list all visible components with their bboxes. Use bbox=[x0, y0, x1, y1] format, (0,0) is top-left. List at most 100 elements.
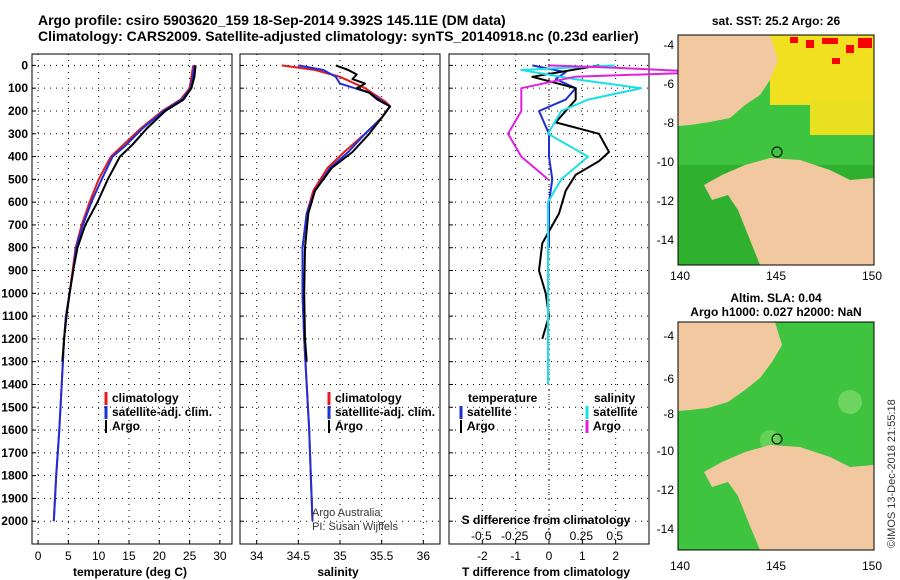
sla-map-land-south bbox=[704, 445, 874, 550]
series-line-salinity-argo bbox=[507, 64, 709, 181]
x-tick-label: 2 bbox=[612, 549, 619, 563]
x-tick-label: 5 bbox=[65, 549, 72, 563]
title-line-1: Argo profile: csiro 5903620_159 18-Sep-2… bbox=[38, 12, 506, 28]
depth-tick-label: 300 bbox=[8, 127, 28, 141]
temperature-legend: climatology satellite-adj. clim. Argo bbox=[104, 391, 212, 433]
sst-map-y-tick: -14 bbox=[657, 233, 675, 247]
title-line-2: Climatology: CARS2009. Satellite-adjuste… bbox=[38, 28, 639, 44]
salinity-x-label: salinity bbox=[317, 565, 359, 579]
s-diff-tick-label: 0.5 bbox=[606, 529, 623, 543]
series-lines bbox=[52, 64, 709, 522]
sst-map-y-tick: -10 bbox=[657, 155, 675, 169]
legend-label-sal-argo: Argo bbox=[593, 419, 621, 433]
legend-label-climatology: climatology bbox=[335, 391, 402, 405]
sla-map-title-1: Altim. SLA: 0.04 bbox=[730, 291, 822, 305]
x-tick-label: 35 bbox=[333, 549, 347, 563]
sst-map-land-south bbox=[704, 158, 874, 265]
sla-map-y-tick: -14 bbox=[657, 522, 675, 536]
series-line-argo bbox=[303, 64, 391, 362]
depth-tick-label: 200 bbox=[8, 104, 28, 118]
depth-tick-label: 1700 bbox=[1, 446, 28, 460]
depth-tick-label: 1900 bbox=[1, 491, 28, 505]
salinity-legend: climatology satellite-adj. clim. Argo bbox=[327, 391, 435, 433]
series-line-argo bbox=[61, 65, 197, 362]
sla-map-x-tick: 145 bbox=[766, 559, 786, 573]
legend-label-climatology: climatology bbox=[112, 391, 179, 405]
sst-map bbox=[677, 34, 875, 266]
x-tick-label: -1 bbox=[510, 549, 521, 563]
x-tick-label: 35.5 bbox=[370, 549, 394, 563]
legend-heading-temperature: temperature bbox=[468, 391, 538, 405]
temperature-x-label: temperature (deg C) bbox=[73, 565, 187, 579]
s-diff-tick-label: -0.25 bbox=[501, 529, 529, 543]
depth-tick-label: 700 bbox=[8, 218, 28, 232]
sla-map-title-2: Argo h1000: 0.027 h2000: NaN bbox=[690, 305, 861, 319]
series-line-climatology bbox=[281, 64, 391, 522]
sst-map-y-tick: -4 bbox=[663, 38, 674, 52]
sla-map-y-tick: -8 bbox=[663, 407, 674, 421]
legend-label-sal-satellite: satellite bbox=[593, 405, 638, 419]
legend-label-argo: Argo bbox=[112, 419, 140, 433]
x-tick-label: 0 bbox=[546, 549, 553, 563]
sla-map-y-tick: -6 bbox=[663, 372, 674, 386]
legend-label-argo: Argo bbox=[335, 419, 363, 433]
sst-map-land-north bbox=[678, 35, 778, 126]
depth-tick-label: 1800 bbox=[1, 469, 28, 483]
sla-map-land-north bbox=[678, 322, 782, 411]
sst-map-y-tick: -6 bbox=[663, 77, 674, 91]
sst-map-warm-area bbox=[770, 35, 874, 105]
sla-map-y-tick: -10 bbox=[657, 444, 675, 458]
x-tick-label: 15 bbox=[122, 549, 136, 563]
depth-tick-label: 0 bbox=[21, 58, 28, 72]
legend-label-satellite: satellite-adj. clim. bbox=[112, 405, 212, 419]
sst-hot-cell bbox=[806, 40, 814, 48]
depth-tick-label: 100 bbox=[8, 81, 28, 95]
series-line-salinity-satellite bbox=[520, 64, 643, 385]
sla-map bbox=[677, 321, 875, 551]
temperature-plot-frame bbox=[31, 53, 233, 545]
grid-lines bbox=[32, 54, 649, 544]
x-tick-label: -2 bbox=[477, 549, 488, 563]
depth-tick-label: 1600 bbox=[1, 423, 28, 437]
depth-tick-label: 500 bbox=[8, 172, 28, 186]
credit-text: ©IMOS 13-Dec-2018 21:55:18 bbox=[886, 399, 898, 548]
depth-tick-label: 1300 bbox=[1, 355, 28, 369]
sst-map-x-tick: 145 bbox=[766, 269, 786, 283]
series-line-satellite-adj-clim- bbox=[298, 64, 391, 522]
x-tick-label: 25 bbox=[183, 549, 197, 563]
attribution-line-2: PI: Susan Wijffels bbox=[312, 521, 398, 533]
legend-label-satellite: satellite-adj. clim. bbox=[335, 405, 435, 419]
sla-map-high-spot bbox=[760, 430, 780, 450]
sla-map-frame bbox=[677, 321, 875, 551]
depth-tick-label: 1100 bbox=[2, 309, 28, 323]
x-tick-label: 34 bbox=[250, 549, 264, 563]
sst-map-y-tick: -12 bbox=[657, 194, 675, 208]
sst-hot-cell bbox=[790, 37, 798, 43]
legend-label-temp-satellite: satellite bbox=[467, 405, 512, 419]
depth-tick-label: 900 bbox=[8, 264, 28, 278]
s-diff-tick-label: -0.5 bbox=[471, 529, 492, 543]
sst-map-title: sat. SST: 25.2 Argo: 26 bbox=[712, 14, 841, 28]
sst-map-frame bbox=[677, 34, 875, 266]
sla-map-float-marker bbox=[771, 433, 783, 445]
sla-map-y-tick: -4 bbox=[663, 329, 674, 343]
depth-tick-label: 800 bbox=[8, 241, 28, 255]
axis-ticks: 0100200300400500600700800900100011001200… bbox=[1, 58, 623, 563]
x-tick-label: 34.5 bbox=[287, 549, 311, 563]
series-line-temperature-argo bbox=[531, 64, 610, 340]
salinity-plot-frame bbox=[239, 53, 441, 545]
legend-heading-salinity: salinity bbox=[594, 391, 636, 405]
x-tick-label: 0 bbox=[35, 549, 42, 563]
sst-map-x-tick: 150 bbox=[862, 269, 882, 283]
sst-map-float-marker bbox=[771, 146, 783, 158]
sst-hot-cell bbox=[822, 38, 838, 44]
sla-map-y-tick: -12 bbox=[657, 483, 675, 497]
depth-tick-label: 1400 bbox=[1, 377, 28, 391]
depth-tick-label: 1000 bbox=[1, 286, 28, 300]
sst-hot-cell bbox=[846, 45, 854, 53]
sst-map-y-tick: -8 bbox=[663, 116, 674, 130]
s-difference-x-label: S difference from climatology bbox=[462, 513, 631, 527]
x-tick-label: 20 bbox=[153, 549, 167, 563]
depth-tick-label: 1200 bbox=[1, 332, 28, 346]
